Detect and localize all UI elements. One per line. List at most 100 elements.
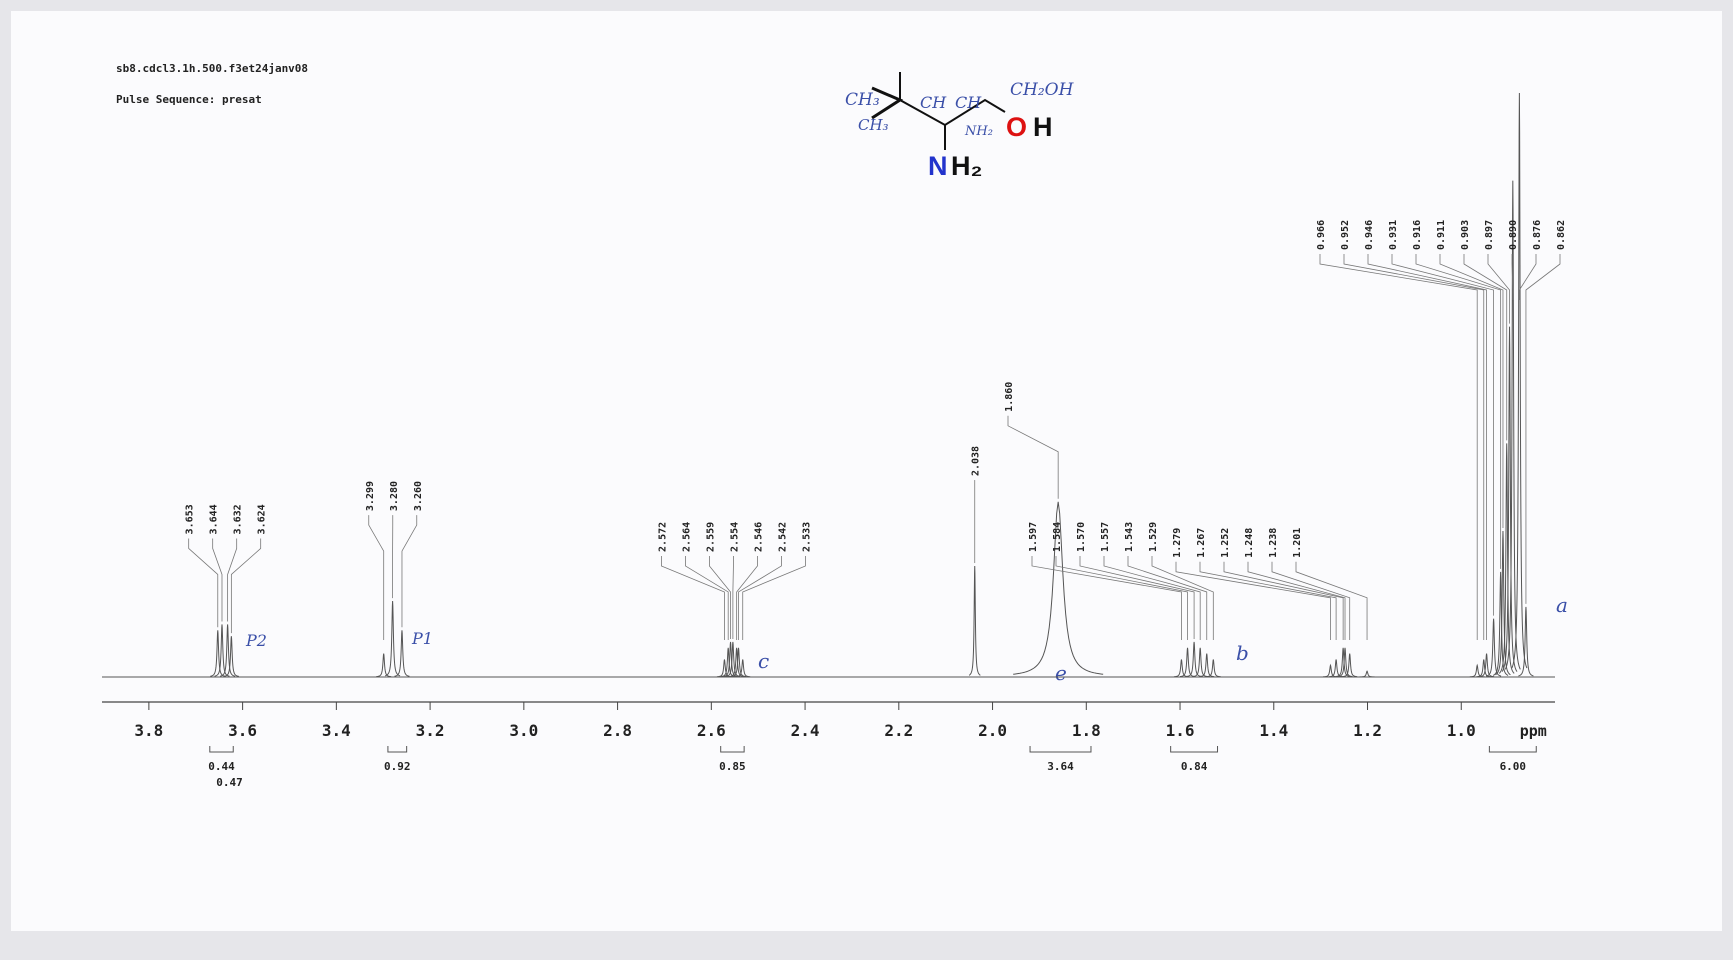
label-leader [1175,561,1331,640]
peak-label: 0.876 [1532,220,1543,250]
label-leader [212,538,223,622]
peak-label: 2.546 [753,522,764,552]
peak-annotation: e [1055,661,1067,685]
peak [1479,653,1495,678]
peak-label: 1.248 [1244,528,1255,558]
handwritten-note: NH₂ [964,124,993,139]
label-leader [1295,561,1368,640]
sheet [11,11,1722,931]
peak-annotation: c [758,649,769,673]
handwritten-note: CH₃ [858,116,889,134]
label-leader [1525,254,1561,604]
peak [1501,326,1518,672]
label-leader [1319,254,1478,640]
label-leader [736,555,758,640]
peak-label: 1.543 [1124,522,1135,552]
x-tick-label: 2.0 [978,721,1007,740]
label-leader [1271,561,1351,640]
peak [394,630,410,677]
peak-label: 1.267 [1196,528,1207,558]
x-tick-label: 1.2 [1353,721,1382,740]
integral-bracket [1488,746,1537,753]
peak-label: 1.252 [1220,528,1231,558]
label-leader [1439,254,1504,528]
peak [1199,653,1215,678]
x-tick-label: 3.4 [322,721,351,740]
integral-bracket [1029,746,1092,753]
x-tick-label: 2.8 [603,721,632,740]
label-leader [1103,555,1201,640]
x-tick-label: 2.2 [884,721,913,740]
label-leader [1055,555,1188,640]
integral-bracket [720,746,745,753]
peak [1337,647,1353,678]
peak [1495,530,1511,676]
atom-h2: H₂ [951,151,983,181]
peak [1469,663,1485,678]
peak-label: 1.584 [1052,522,1063,552]
label-leader [709,555,731,639]
peak [1179,647,1196,678]
handwritten-note: CH₂OH [1010,80,1075,100]
label-leader [1199,561,1337,640]
integral-label: 6.00 [1500,760,1527,773]
x-tick-label: 2.6 [697,721,726,740]
peak-label: 0.897 [1484,220,1495,250]
integral-label: 0.44 [208,760,235,773]
peak-label: 0.890 [1508,220,1519,250]
peak-label: 3.299 [365,481,376,511]
peak-annotation: P1 [411,629,433,648]
peak-label: 1.597 [1028,522,1039,552]
peak-label: 2.533 [801,522,812,552]
peak-label: 0.966 [1316,220,1327,250]
label-leader [738,555,782,640]
label-leader [1511,254,1514,300]
label-leader [685,555,729,640]
label-leader [230,538,262,634]
peak-label: 2.554 [729,522,740,552]
peak-label: 0.903 [1460,220,1471,250]
handwritten-note: CH₃ [845,90,880,110]
peak-label: 1.860 [1004,382,1015,412]
structure: N H₂ O H CH₃ CH₃ CH CH CH₂OH NH₂ [845,72,1075,181]
label-leader [1151,555,1214,640]
annotations: P2 P1 c e b a [245,593,1568,685]
bond-line [871,86,904,120]
peak [1322,663,1339,678]
integral-bracket [209,746,234,753]
atom-n: N [928,151,948,181]
label-leader [1415,254,1502,569]
label-leader [1223,561,1344,640]
peak-annotation: P2 [245,631,267,650]
label-leader [1007,415,1059,499]
label-leader [661,555,725,640]
label-leader [1247,561,1346,640]
peak-label: 0.916 [1412,220,1423,250]
peak [1342,653,1358,678]
peak [730,647,747,678]
peak [1498,443,1515,674]
handwritten-note: CH [920,93,947,112]
peak-label: 3.280 [389,481,400,511]
x-tick-label: 2.4 [791,721,820,740]
atom-h: H [1033,112,1053,142]
peak-label: 1.238 [1268,528,1279,558]
peak-annotation: b [1236,641,1249,665]
peak-label: 2.572 [657,522,668,552]
label-leader [1367,254,1487,640]
peak [1504,180,1521,670]
label-leader [1487,254,1510,324]
peak-label: 0.911 [1436,220,1447,250]
atom-o: O [1006,112,1027,142]
x-tick-label: 3.6 [228,721,257,740]
handwritten-note: CH [955,93,982,112]
peak [1359,670,1375,678]
peak [722,641,739,677]
integral-label: 0.92 [384,760,411,773]
peak [1192,647,1208,678]
peak-label: 1.279 [1172,528,1183,558]
x-tick-label: 1.8 [1072,721,1101,740]
label-leader [1127,555,1208,640]
x-tick-label: 3.8 [134,721,163,740]
label-leader [1518,254,1537,300]
